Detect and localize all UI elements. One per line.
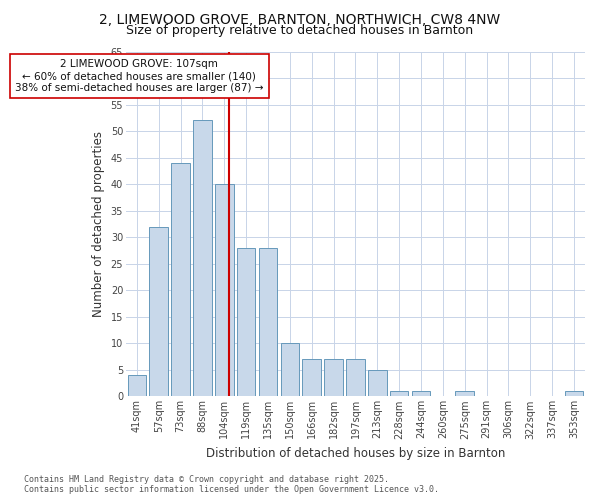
Text: Size of property relative to detached houses in Barnton: Size of property relative to detached ho… <box>127 24 473 37</box>
Bar <box>281 344 299 396</box>
Bar <box>455 391 474 396</box>
Bar <box>149 226 168 396</box>
Bar <box>215 184 233 396</box>
Bar <box>302 359 321 397</box>
Bar <box>128 375 146 396</box>
X-axis label: Distribution of detached houses by size in Barnton: Distribution of detached houses by size … <box>206 447 505 460</box>
Bar <box>368 370 386 396</box>
Bar <box>325 359 343 397</box>
Bar <box>346 359 365 397</box>
Bar <box>565 391 583 396</box>
Bar <box>412 391 430 396</box>
Text: 2, LIMEWOOD GROVE, BARNTON, NORTHWICH, CW8 4NW: 2, LIMEWOOD GROVE, BARNTON, NORTHWICH, C… <box>100 12 500 26</box>
Text: Contains HM Land Registry data © Crown copyright and database right 2025.
Contai: Contains HM Land Registry data © Crown c… <box>24 474 439 494</box>
Bar <box>172 163 190 396</box>
Bar <box>193 120 212 396</box>
Bar <box>390 391 409 396</box>
Bar <box>259 248 277 396</box>
Text: 2 LIMEWOOD GROVE: 107sqm
← 60% of detached houses are smaller (140)
38% of semi-: 2 LIMEWOOD GROVE: 107sqm ← 60% of detach… <box>15 60 263 92</box>
Bar <box>237 248 256 396</box>
Y-axis label: Number of detached properties: Number of detached properties <box>92 131 105 317</box>
